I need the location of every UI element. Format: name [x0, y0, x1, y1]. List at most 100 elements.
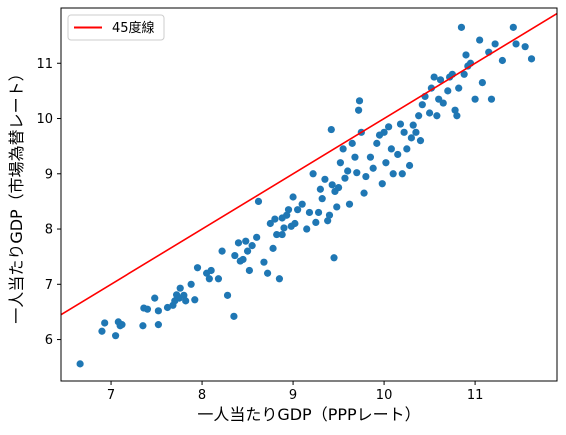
data-point-66 — [324, 217, 332, 225]
data-point-50 — [280, 224, 288, 232]
data-point-57 — [298, 200, 306, 208]
data-point-100 — [400, 128, 408, 136]
data-point-37 — [245, 266, 253, 275]
data-point-32 — [234, 239, 243, 247]
data-point-116 — [439, 99, 447, 107]
data-point-65 — [321, 175, 329, 183]
data-point-28 — [218, 247, 226, 255]
data-point-60 — [309, 170, 317, 178]
legend-entry-45-degree-line: 45度線 — [112, 20, 155, 36]
data-point-111 — [427, 84, 436, 92]
data-point-42 — [263, 269, 272, 277]
y-tick-label-6: 6 — [45, 333, 53, 348]
data-point-75 — [339, 145, 347, 153]
data-point-26 — [207, 266, 215, 275]
data-point-93 — [382, 159, 390, 167]
data-point-128 — [471, 95, 479, 103]
data-point-45 — [271, 215, 279, 223]
data-point-78 — [345, 200, 354, 208]
data-point-130 — [478, 79, 486, 87]
data-point-30 — [230, 312, 238, 320]
data-point-106 — [415, 112, 423, 120]
data-point-129 — [476, 36, 484, 44]
data-point-10 — [151, 294, 159, 302]
data-point-124 — [460, 70, 468, 78]
data-point-70 — [330, 254, 338, 262]
data-point-107 — [416, 137, 425, 145]
data-point-18 — [176, 284, 184, 292]
data-point-136 — [512, 40, 520, 48]
data-point-3 — [112, 332, 120, 340]
data-points — [76, 23, 536, 368]
data-point-61 — [312, 218, 320, 227]
legend-box — [67, 14, 165, 41]
data-point-9 — [143, 305, 152, 313]
reference-line-45-degree — [60, 12, 558, 316]
data-point-117 — [444, 87, 452, 95]
data-point-83 — [355, 97, 364, 105]
data-point-125 — [462, 51, 470, 59]
data-point-80 — [351, 153, 359, 161]
data-point-34 — [239, 255, 247, 264]
data-point-137 — [521, 43, 529, 51]
data-point-133 — [491, 40, 499, 48]
data-point-82 — [355, 106, 363, 114]
data-point-123 — [457, 23, 466, 31]
data-point-95 — [387, 145, 395, 153]
data-point-63 — [316, 185, 324, 193]
data-point-39 — [253, 233, 261, 241]
data-point-74 — [336, 159, 344, 167]
y-axis-label: 一人当たりGDP（市場為替レート） — [7, 65, 26, 323]
data-point-135 — [509, 23, 517, 31]
data-point-6 — [118, 321, 126, 329]
data-point-59 — [305, 208, 314, 217]
x-tick-label-7: 7 — [107, 388, 115, 403]
y-tick-label-9: 9 — [45, 167, 53, 182]
data-point-44 — [269, 244, 277, 252]
legend: 45度線 — [67, 14, 165, 41]
data-point-85 — [360, 189, 368, 197]
data-point-122 — [455, 84, 463, 92]
y-tick-label-11: 11 — [36, 57, 53, 72]
data-point-121 — [453, 112, 461, 120]
data-point-1 — [98, 327, 106, 335]
data-point-89 — [373, 139, 381, 147]
data-point-36 — [243, 247, 252, 255]
data-point-41 — [260, 258, 268, 266]
data-point-115 — [436, 76, 445, 84]
data-point-88 — [369, 164, 377, 172]
data-point-79 — [348, 139, 356, 147]
x-axis-label: 一人当たりGDP（PPPレート） — [197, 405, 420, 424]
data-point-54 — [289, 193, 297, 201]
data-point-94 — [385, 123, 393, 131]
data-point-20 — [182, 297, 190, 305]
data-point-38 — [248, 242, 256, 250]
x-tick-label-9: 9 — [289, 388, 297, 403]
data-point-51 — [283, 211, 291, 219]
data-point-11 — [154, 321, 162, 329]
reference-line-layer — [60, 12, 558, 316]
data-point-104 — [409, 121, 417, 129]
data-point-0 — [76, 360, 84, 368]
data-point-120 — [451, 106, 459, 114]
data-point-86 — [362, 172, 370, 181]
data-point-25 — [205, 275, 213, 283]
data-point-99 — [398, 170, 406, 178]
data-point-43 — [266, 219, 274, 228]
data-point-22 — [191, 296, 199, 304]
x-tick-label-10: 10 — [376, 388, 393, 403]
data-point-105 — [412, 128, 420, 136]
data-point-108 — [418, 101, 426, 109]
data-point-91 — [378, 180, 386, 188]
data-point-7 — [139, 322, 147, 330]
data-point-101 — [403, 145, 411, 153]
data-point-73 — [334, 183, 343, 192]
x-tick-label-8: 8 — [198, 388, 206, 403]
data-point-35 — [242, 237, 250, 245]
data-point-64 — [318, 195, 326, 203]
data-point-68 — [327, 125, 335, 134]
data-point-138 — [527, 55, 536, 63]
data-point-56 — [294, 206, 302, 214]
data-point-29 — [223, 291, 232, 299]
